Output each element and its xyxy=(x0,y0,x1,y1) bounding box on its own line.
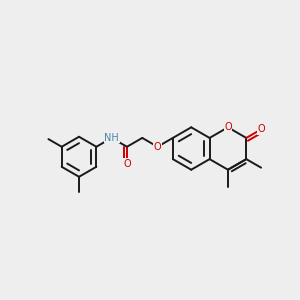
Text: O: O xyxy=(154,142,161,152)
Text: O: O xyxy=(123,159,131,169)
Text: O: O xyxy=(258,124,266,134)
Text: NH: NH xyxy=(104,133,119,143)
Text: O: O xyxy=(224,122,232,132)
